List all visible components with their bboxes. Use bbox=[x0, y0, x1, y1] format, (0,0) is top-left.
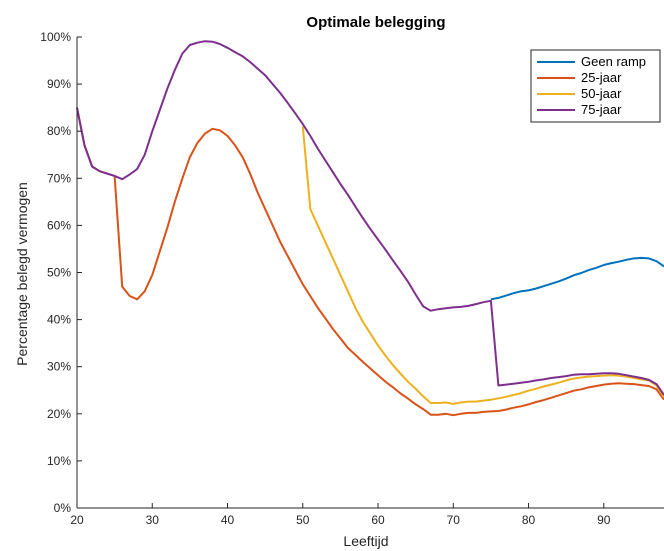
chart-title: Optimale belegging bbox=[306, 14, 445, 31]
x-tick-label: 30 bbox=[146, 513, 160, 527]
x-tick-label: 80 bbox=[522, 513, 536, 527]
legend-label: 25-jaar bbox=[581, 70, 622, 85]
series-line-50-jaar bbox=[301, 126, 664, 405]
series-layer bbox=[76, 40, 664, 417]
series-line-75-jaar bbox=[76, 40, 664, 396]
series-line-geen-ramp bbox=[490, 256, 664, 301]
series-line-25-jaar bbox=[76, 107, 664, 417]
x-axis-title: Leeftijd bbox=[343, 533, 388, 549]
x-tick-label: 50 bbox=[296, 513, 310, 527]
x-tick-label: 90 bbox=[597, 513, 611, 527]
y-axis-title: Percentage belegd vermogen bbox=[14, 182, 30, 366]
y-tick-label: 10% bbox=[47, 454, 71, 468]
x-tick-label: 20 bbox=[70, 513, 84, 527]
y-tick-label: 100% bbox=[40, 30, 71, 44]
y-tick-label: 40% bbox=[47, 313, 71, 327]
y-tick-label: 80% bbox=[47, 124, 71, 138]
y-tick-label: 0% bbox=[54, 501, 72, 515]
y-tick-label: 70% bbox=[47, 171, 71, 185]
x-tick-label: 70 bbox=[447, 513, 461, 527]
y-tick-label: 90% bbox=[47, 77, 71, 91]
y-tick-label: 60% bbox=[47, 218, 71, 232]
legend-label: 50-jaar bbox=[581, 86, 622, 101]
y-tick-label: 30% bbox=[47, 360, 71, 374]
x-tick-label: 60 bbox=[371, 513, 385, 527]
y-tick-label: 20% bbox=[47, 407, 71, 421]
legend-label: 75-jaar bbox=[581, 102, 622, 117]
x-tick-label: 40 bbox=[221, 513, 235, 527]
x-ticks: 20 30 40 50 60 70 80 90 bbox=[70, 503, 611, 527]
y-tick-label: 50% bbox=[47, 266, 71, 280]
y-ticks: 0% 10% 20% 30% 40% 50% 60% 70% 80% 90% 100% bbox=[40, 30, 82, 515]
legend-label: Geen ramp bbox=[581, 54, 646, 69]
